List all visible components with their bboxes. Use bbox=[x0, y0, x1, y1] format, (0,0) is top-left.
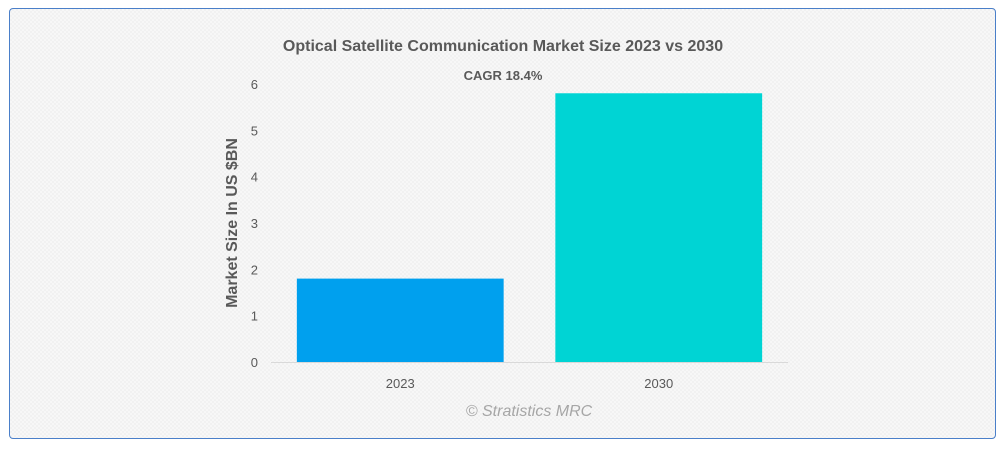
y-tick-label-3: 3 bbox=[251, 216, 258, 231]
y-tick-label-0: 0 bbox=[251, 355, 258, 370]
bar-2030 bbox=[555, 93, 763, 363]
y-tick-label-1: 1 bbox=[251, 309, 258, 324]
y-tick-label-6: 6 bbox=[251, 77, 258, 92]
bars-group bbox=[296, 93, 763, 363]
cagr-annotation: CAGR 18.4% bbox=[464, 68, 543, 83]
y-tick-label-5: 5 bbox=[251, 123, 258, 138]
bar-2023 bbox=[296, 278, 504, 362]
watermark-text: © Stratistics MRC bbox=[466, 403, 593, 420]
y-tick-label-4: 4 bbox=[251, 170, 258, 185]
x-tick-label-2023: 2023 bbox=[386, 376, 415, 391]
y-axis-label: Market Size In US $BN bbox=[224, 138, 241, 308]
chart-title: Optical Satellite Communication Market S… bbox=[283, 38, 723, 55]
x-tick-label-2030: 2030 bbox=[644, 376, 673, 391]
chart-card bbox=[9, 8, 996, 439]
y-axis-ticks: 0 1 2 3 4 5 6 bbox=[251, 77, 258, 370]
x-axis-ticks: 2023 2030 bbox=[386, 376, 673, 391]
y-tick-label-2: 2 bbox=[251, 262, 258, 277]
